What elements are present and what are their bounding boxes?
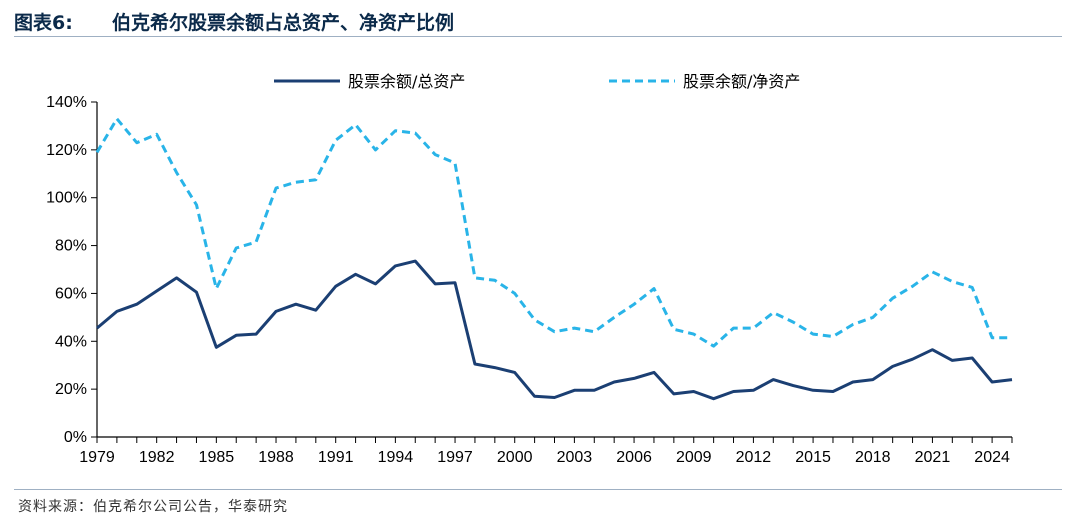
x-tick-label: 2003 <box>557 449 593 466</box>
y-tick-label: 120% <box>46 142 87 159</box>
x-tick-label: 2000 <box>497 449 533 466</box>
x-tick-label: 2012 <box>736 449 772 466</box>
y-tick-label: 0% <box>64 429 87 446</box>
series-line-1 <box>96 259 1013 401</box>
x-tick-label: 1991 <box>318 449 354 466</box>
x-axis: 1979 1982 1985 1988 1991 1994 1997 2000 2003 2006… <box>79 436 1013 466</box>
x-tick-label: 1994 <box>378 449 414 466</box>
x-tick-label: 1985 <box>199 449 235 466</box>
x-tick-label: 2015 <box>795 449 831 466</box>
title-bar: 图表6: 伯克希尔股票余额占总资产、净资产比例 <box>14 8 1062 36</box>
x-tick-label: 2018 <box>855 449 891 466</box>
y-axis: 0% 20% 40% 60% 80% 100% 120% 140% <box>46 94 98 446</box>
x-tick-label: 2021 <box>915 449 951 466</box>
series-line-2 <box>95 117 1012 348</box>
source-note: 资料来源：伯克希尔公司公告，华泰研究 <box>18 499 288 515</box>
y-tick-label: 100% <box>46 190 87 207</box>
series-layer <box>95 117 1013 401</box>
y-tick-label: 40% <box>55 333 87 350</box>
x-tick-label: 2006 <box>616 449 652 466</box>
x-tick-label: 1988 <box>258 449 294 466</box>
legend-label-1: 股票余额/总资产 <box>348 72 465 91</box>
legend-label-2: 股票余额/净资产 <box>683 72 800 91</box>
y-tick-label: 80% <box>55 238 87 255</box>
y-tick-label: 60% <box>55 285 87 302</box>
x-tick-label: 2024 <box>974 449 1010 466</box>
y-tick-label: 20% <box>55 381 87 398</box>
x-tick-label: 2009 <box>676 449 712 466</box>
y-tick-label: 140% <box>46 94 87 111</box>
legend: 股票余额/总资产 股票余额/净资产 <box>274 72 800 91</box>
x-tick-label: 1982 <box>139 449 175 466</box>
x-tick-label: 1979 <box>79 449 115 466</box>
footer-divider <box>14 489 1062 490</box>
x-tick-label: 1997 <box>437 449 473 466</box>
line-chart: 股票余额/总资产 股票余额/净资产 0% 20% 40% 60% 80% 100% 120% 1… <box>46 72 1013 466</box>
title-divider <box>14 36 1062 37</box>
chart-title: 伯克希尔股票余额占总资产、净资产比例 <box>112 12 455 34</box>
figure-label: 图表6: <box>14 12 73 34</box>
